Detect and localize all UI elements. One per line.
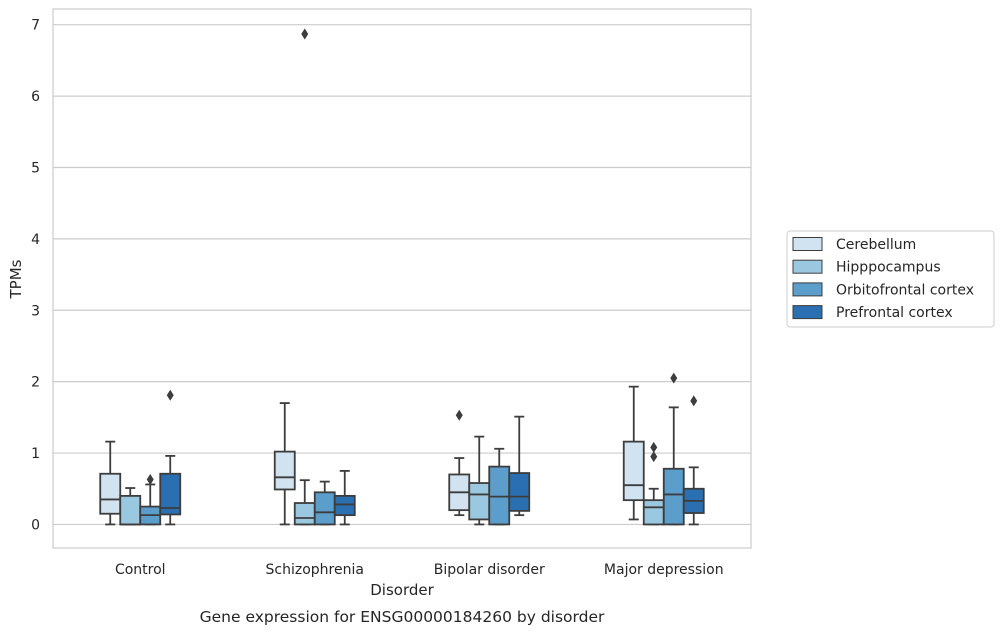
- box-group: [99, 440, 122, 526]
- legend-label: Hipppocampus: [836, 260, 941, 276]
- x-tick-labels: Control Schizophrenia Bipolar disorder Majo…: [115, 562, 724, 578]
- box-iqr: [313, 491, 336, 526]
- grid-lines: [53, 24, 751, 526]
- plot-frame: [52, 8, 752, 549]
- y-tick-label: 7: [31, 18, 40, 34]
- box-group: [159, 389, 182, 526]
- y-tick-label: 5: [31, 160, 40, 176]
- box-group: [642, 441, 665, 526]
- box-group: [508, 415, 531, 517]
- y-tick-label: 0: [31, 517, 40, 533]
- outlier-point: [650, 451, 658, 463]
- box-iqr: [273, 450, 296, 491]
- box-group: [139, 473, 162, 526]
- box-iqr: [468, 482, 491, 521]
- box-iqr: [508, 472, 531, 512]
- box-iqr: [662, 467, 685, 526]
- box-group: [293, 28, 316, 526]
- x-tick-label: Control: [115, 562, 166, 578]
- box-iqr: [333, 494, 356, 517]
- legend-item: Orbitofrontal cortex: [792, 282, 974, 298]
- y-axis-label: TPMs: [7, 259, 25, 299]
- legend-swatch: [792, 259, 823, 274]
- legend-item: Cerebellum: [792, 237, 916, 253]
- box-group: [273, 402, 296, 526]
- y-tick-labels: 0 1 2 3 4 5 6 7: [31, 18, 40, 534]
- outlier-point: [146, 473, 154, 485]
- box-iqr: [99, 472, 122, 515]
- outlier-point: [455, 409, 463, 421]
- box-iqr: [293, 502, 316, 526]
- x-axis-label: Disorder: [370, 581, 434, 599]
- x-tick-label: Major depression: [604, 562, 724, 578]
- y-tick-label: 1: [31, 446, 40, 462]
- legend-label: Cerebellum: [836, 237, 916, 253]
- outlier-point: [301, 28, 309, 40]
- legend-items: Cerebellum Hipppocampus Orbitofrontal cort…: [792, 237, 974, 321]
- y-tick-label: 3: [31, 303, 40, 319]
- legend-swatch: [792, 282, 823, 297]
- outlier-point: [690, 395, 698, 407]
- legend-label: Orbitofrontal cortex: [836, 282, 974, 298]
- legend-item: Prefrontal cortex: [792, 305, 953, 321]
- outlier-point: [670, 372, 678, 384]
- box-iqr: [159, 472, 182, 516]
- legend: Cerebellum Hipppocampus Orbitofrontal cort…: [786, 230, 995, 328]
- box-group: [468, 435, 491, 526]
- box-iqr: [119, 494, 142, 526]
- box-marks: [99, 28, 705, 526]
- y-tick-label: 2: [31, 375, 40, 391]
- x-tick-label: Schizophrenia: [266, 562, 364, 578]
- box-iqr: [488, 465, 511, 526]
- legend-label: Prefrontal cortex: [836, 305, 953, 321]
- legend-frame: [786, 230, 995, 328]
- box-group: [622, 385, 645, 521]
- y-tick-label: 4: [31, 232, 40, 248]
- outlier-point: [166, 389, 174, 401]
- legend-item: Hipppocampus: [792, 259, 941, 276]
- box-group: [313, 480, 336, 526]
- chart-caption: Gene expression for ENSG00000184260 by d…: [200, 608, 605, 626]
- box-group: [448, 409, 471, 517]
- box-group: [119, 487, 142, 526]
- y-tick-label: 6: [31, 89, 40, 105]
- box-group: [488, 447, 511, 526]
- box-iqr: [622, 440, 645, 502]
- box-group: [333, 469, 356, 526]
- box-group: [682, 395, 705, 526]
- legend-swatch: [792, 305, 823, 320]
- x-tick-label: Bipolar disorder: [434, 562, 545, 578]
- legend-swatch: [792, 237, 823, 251]
- outlier-point: [650, 441, 658, 453]
- box-iqr: [642, 499, 665, 526]
- box-group: [662, 372, 685, 526]
